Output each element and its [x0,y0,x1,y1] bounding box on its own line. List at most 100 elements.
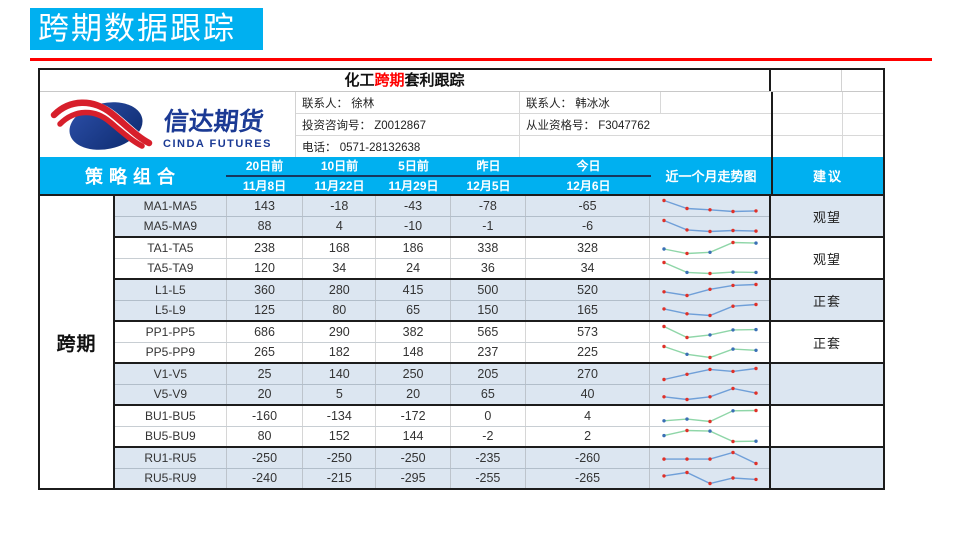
sparkline-chart [661,450,758,465]
value-cell: 290 [302,322,375,342]
advice-cell: 正套 [769,322,883,362]
logo-graphic: 信达期货 CINDA FUTURES [50,99,270,151]
value-cell: 280 [302,280,375,300]
empty-grid-block [771,92,883,157]
value-cell: 338 [449,238,525,258]
strategy-group: V1-V5 25 140 250 205 270 V5-V9 20 5 20 65 40 [115,364,883,406]
value-cell: -235 [449,448,525,468]
advice-cell: 正套 [769,280,883,320]
value-cell: 520 [524,280,650,300]
sparkline-chart [661,324,758,339]
empty-cell [842,70,883,91]
value-cell: 182 [302,342,375,362]
value-cell: -255 [449,468,525,488]
strategy-row: MA5-MA9 88 4 -10 -1 -6 [115,216,769,236]
value-cell: 148 [375,342,450,362]
value-cell: 237 [449,342,525,362]
strategy-group: BU1-BU5 -160 -134 -172 0 4 BU5-BU9 80 152 144 -2 2 [115,406,883,448]
value-cell: 34 [302,258,375,278]
table-title: 化工跨期套利跟踪 [40,70,771,91]
value-cell: 5 [302,384,375,404]
contact-info: 联系人： 徐林 联系人： 韩冰冰 投资咨询号： Z0012867 从业资格号： … [296,92,771,157]
strategy-row: RU1-RU5 -250 -250 -250 -235 -260 [115,448,769,469]
date-header-top: 10日前 [303,157,376,177]
sparkline-chart [661,198,758,213]
value-cell: 2 [524,426,650,446]
value-cell: -10 [375,216,450,236]
value-cell: 270 [524,364,650,384]
strategy-row: BU1-BU5 -160 -134 -172 0 4 [115,406,769,427]
date-col-header: 今日 12月6日 [526,157,651,194]
value-cell: -78 [449,196,525,216]
contact-block: 信达期货 CINDA FUTURES 联系人： 徐林 联系人： 韩冰冰 投资咨询… [40,92,883,157]
value-cell: 80 [225,426,303,446]
sparkline-cell [649,342,769,362]
strategy-label: BU5-BU9 [144,429,196,444]
contact-name-2: 联系人： 韩冰冰 [520,92,661,113]
value-cell: 36 [449,258,525,278]
date-headers: 20日前 11月8日 10日前 11月22日 5日前 11月29日 昨日 12月5日 今日 12月… [226,157,651,194]
value-cell: 205 [449,364,525,384]
value-cell: -250 [225,448,303,468]
strategy-row: V1-V5 25 140 250 205 270 [115,364,769,385]
date-header-date: 12月6日 [566,178,611,193]
date-col-header: 5日前 11月29日 [376,157,451,194]
strategy-group: MA1-MA5 143 -18 -43 -78 -65 MA5-MA9 88 4 -10 -1 -6 观… [115,196,883,238]
empty-cell [520,136,771,157]
sparkline-cell [649,300,769,320]
value-cell: 168 [302,238,375,258]
advisory-number: 投资咨询号： Z0012867 [296,114,520,135]
advice-cell [769,364,883,404]
strategy-label: RU5-RU9 [144,471,197,486]
strategy-label: PP1-PP5 [145,324,195,339]
strategy-label: RU1-RU5 [144,450,197,465]
value-cell: 565 [449,322,525,342]
strategy-header: 策略组合 [85,166,181,187]
value-cell: 40 [524,384,650,404]
strategy-group: TA1-TA5 238 168 186 338 328 TA5-TA9 120 34 24 36 34… [115,238,883,280]
strategy-groups: MA1-MA5 143 -18 -43 -78 -65 MA5-MA9 88 4 -10 -1 -6 观… [115,196,883,488]
sparkline-cell [649,238,769,258]
sparkline-chart [661,303,758,318]
strategy-label: TA5-TA9 [147,261,194,276]
cinda-futures-logo: 信达期货 CINDA FUTURES [40,92,296,157]
date-col-header: 20日前 11月8日 [226,157,303,194]
advice-cell [769,406,883,446]
value-cell: -240 [225,468,303,488]
strategy-label: L1-L5 [154,282,186,297]
value-cell: 80 [302,300,375,320]
strategy-label: V1-V5 [153,366,187,381]
table-title-post: 套利跟踪 [404,72,465,89]
strategy-row: PP1-PP5 686 290 382 565 573 [115,322,769,343]
value-cell: 225 [524,342,650,362]
page-title: 跨期数据跟踪 [30,8,263,50]
strategy-label: BU1-BU5 [144,408,196,423]
sparkline-chart [661,240,758,255]
value-cell: -18 [302,196,375,216]
value-cell: -250 [375,448,450,468]
sparkline-cell [649,448,769,468]
table-title-pre: 化工 [344,72,375,89]
category-label: 跨期 [40,196,115,488]
sparkline-chart [661,366,758,381]
value-cell: 4 [302,216,375,236]
value-cell: -1 [449,216,525,236]
advice-cell [769,448,883,488]
date-header-top: 今日 [526,157,651,177]
advice-cell: 观望 [769,196,883,236]
qualification-number: 从业资格号： F3047762 [526,119,650,132]
strategy-label: L5-L9 [154,303,186,318]
value-cell: 360 [225,280,303,300]
value-cell: 165 [524,300,650,320]
date-header-date: 11月8日 [242,178,287,193]
strategy-group: PP1-PP5 686 290 382 565 573 PP5-PP9 265 182 148 23… [115,322,883,364]
value-cell: 238 [225,238,303,258]
strategy-row: L1-L5 360 280 415 500 520 [115,280,769,301]
strategy-label: MA1-MA5 [143,198,197,213]
value-cell: -260 [524,448,650,468]
value-cell: 250 [375,364,450,384]
strategy-group: L1-L5 360 280 415 500 520 L5-L9 125 80 65 150 165 正套 [115,280,883,322]
value-cell: 415 [375,280,450,300]
strategy-label: V5-V9 [153,387,187,402]
date-header-top: 昨日 [451,157,526,177]
